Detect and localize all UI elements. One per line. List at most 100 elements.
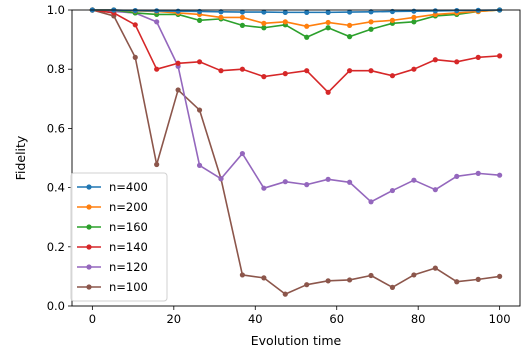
- data-point: [304, 23, 310, 29]
- data-point: [239, 22, 246, 28]
- data-point: [304, 282, 310, 288]
- data-point: [154, 161, 160, 168]
- y-tick-label: 0.6: [47, 121, 65, 135]
- data-point: [325, 278, 331, 284]
- data-point: [282, 291, 288, 297]
- legend-swatch-marker: [86, 284, 92, 290]
- x-tick-label: 20: [166, 312, 181, 326]
- data-point: [368, 9, 374, 15]
- data-point: [132, 7, 138, 14]
- data-point: [368, 19, 374, 25]
- data-point: [454, 279, 460, 285]
- legend-item: n=120: [77, 260, 148, 274]
- data-point: [411, 8, 417, 14]
- data-point: [154, 8, 160, 14]
- data-point: [261, 74, 267, 80]
- data-point: [497, 53, 503, 59]
- y-tick-label: 0.0: [47, 299, 65, 313]
- legend-item: n=100: [77, 280, 148, 294]
- y-tick-label: 0.8: [47, 62, 65, 76]
- data-point: [497, 273, 503, 279]
- legend-item: n=160: [77, 220, 148, 234]
- data-point: [454, 59, 460, 65]
- data-point: [218, 9, 224, 15]
- legend-label: n=400: [109, 180, 148, 194]
- data-point: [368, 199, 374, 205]
- legend-label: n=100: [109, 280, 148, 294]
- data-point: [175, 60, 181, 66]
- data-point: [261, 25, 267, 31]
- series-line: [92, 9, 500, 94]
- x-tick-label: 0: [89, 312, 96, 326]
- data-point: [432, 187, 438, 193]
- x-tick-label: 60: [329, 312, 344, 326]
- data-point: [282, 179, 288, 185]
- legend-label: n=140: [109, 240, 148, 254]
- data-point: [282, 19, 288, 25]
- series-line: [92, 9, 500, 14]
- data-point: [475, 276, 481, 282]
- data-point: [261, 20, 267, 26]
- legend-frame: [70, 172, 168, 302]
- series-n-400: [89, 7, 503, 15]
- data-point: [432, 57, 438, 63]
- axis-ticks: 0 20 40 60 80 100 0.0 0.2 0.4 0.6 0.8 1.0: [47, 3, 511, 326]
- series-line: [92, 9, 500, 295]
- legend-item: n=140: [77, 240, 148, 254]
- y-tick-label: 0.4: [47, 181, 65, 195]
- series-layer: [89, 7, 503, 297]
- data-point: [132, 22, 138, 28]
- data-point: [282, 71, 288, 77]
- data-point: [432, 265, 438, 271]
- data-point: [346, 179, 353, 185]
- legend-item: n=200: [77, 200, 148, 214]
- y-tick-label: 1.0: [47, 3, 65, 17]
- data-point: [432, 8, 438, 14]
- data-point: [196, 17, 203, 23]
- x-axis-title: Evolution time: [251, 333, 342, 348]
- data-point: [218, 14, 224, 20]
- data-point: [454, 173, 460, 179]
- data-point: [239, 150, 246, 157]
- data-point: [389, 73, 396, 79]
- data-point: [218, 176, 224, 182]
- data-point: [411, 14, 417, 20]
- data-point: [475, 170, 481, 176]
- data-point: [411, 177, 417, 183]
- data-point: [325, 176, 331, 182]
- data-point: [304, 9, 310, 15]
- data-point: [368, 68, 374, 74]
- legend-swatch-marker: [86, 244, 92, 250]
- data-point: [261, 185, 267, 191]
- data-point: [196, 107, 203, 113]
- data-point: [389, 187, 396, 194]
- legend-swatch-marker: [86, 224, 92, 230]
- x-tick-label: 100: [489, 312, 511, 326]
- legend: n=400 n=200 n=160 n=140 n=120 n=100: [70, 172, 168, 302]
- data-point: [325, 25, 331, 31]
- data-point: [239, 9, 246, 15]
- data-point: [304, 182, 310, 188]
- data-point: [175, 87, 181, 93]
- legend-label: n=160: [109, 220, 148, 234]
- data-point: [368, 272, 374, 279]
- data-point: [411, 272, 417, 278]
- legend-item: n=400: [77, 180, 148, 194]
- data-point: [411, 19, 417, 25]
- data-point: [239, 66, 246, 72]
- data-point: [304, 68, 310, 74]
- data-point: [389, 284, 396, 290]
- data-point: [304, 34, 310, 40]
- data-point: [325, 19, 331, 26]
- data-point: [261, 9, 267, 15]
- series-line: [92, 9, 500, 39]
- y-axis-title: Fidelity: [13, 135, 28, 180]
- legend-swatch-marker: [86, 184, 92, 190]
- data-point: [325, 89, 331, 95]
- legend-label: n=120: [109, 260, 148, 274]
- data-point: [196, 59, 203, 65]
- data-point: [261, 275, 267, 281]
- data-point: [346, 68, 353, 74]
- data-point: [346, 34, 353, 40]
